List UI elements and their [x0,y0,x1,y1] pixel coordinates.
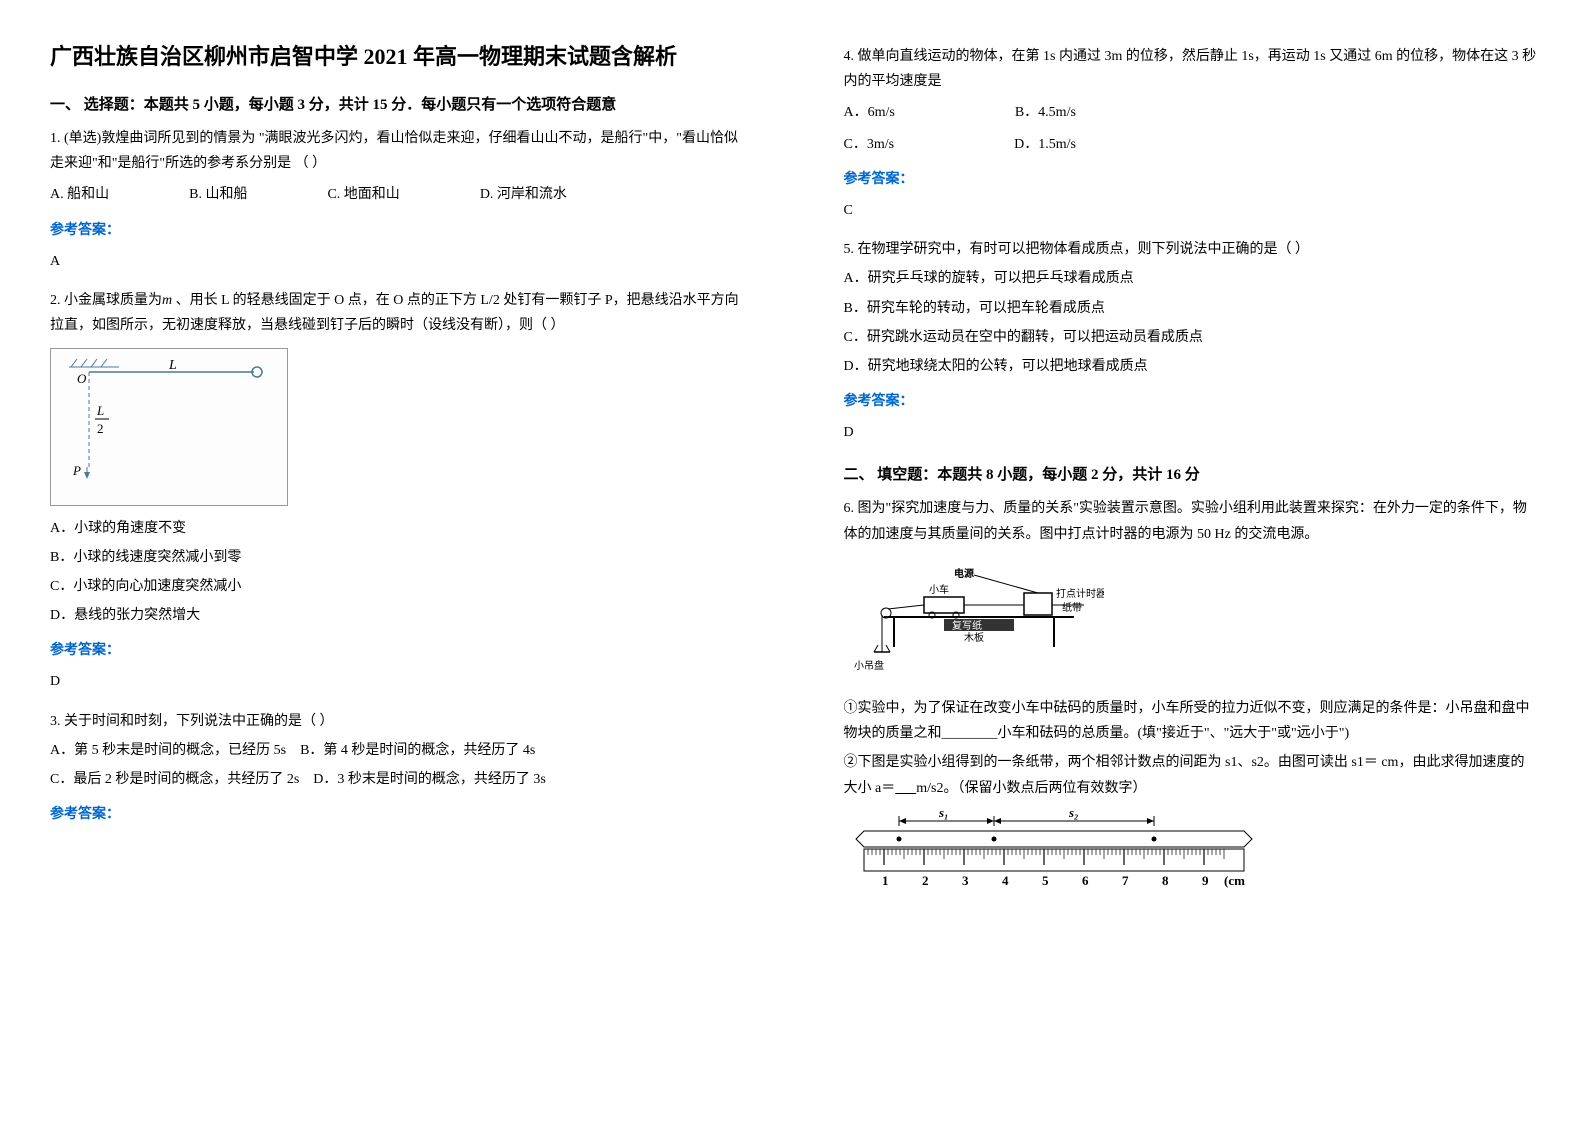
q3-optB: B．第 4 秒是时间的概念，共经历了 4s [300,743,535,758]
right-column: 4. 做单向直线运动的物体，在第 1s 内通过 3m 的位移，然后静止 1s，再… [794,0,1587,1122]
question-6: 6. 图为"探究加速度与力、质量的关系"实验装置示意图。实验小组利用此装置来探究… [844,496,1538,898]
q4-optD: D．1.5m/s [1014,132,1076,157]
svg-text:纸带: 纸带 [1062,601,1082,614]
q2-stem: 2. 小金属球质量为m 、用长 L 的轻悬线固定于 O 点，在 O 点的正下方 … [50,288,744,338]
q2-figure-box: O L L 2 P [50,348,288,505]
q2-figure: O L L 2 P [50,348,744,505]
svg-text:2: 2 [922,873,929,888]
q1-options: A. 船和山 B. 山和船 C. 地面和山 D. 河岸和流水 [50,182,744,207]
question-1: 1. (单选)敦煌曲词所见到的情景为 "满眼波光多闪灼，看山恰似走来迎，仔细看山… [50,126,744,274]
q2-answer-label: 参考答案： [50,638,744,663]
section2-heading: 二、 填空题：本题共 8 小题，每小题 2 分，共计 16 分 [844,463,1538,484]
svg-text:9: 9 [1202,873,1209,888]
q5-answer-label: 参考答案： [844,389,1538,414]
svg-text:1: 1 [882,873,889,888]
q3-stem: 3. 关于时间和时刻，下列说法中正确的是（ ） [50,709,744,734]
q3-answer-label: 参考答案： [50,802,744,827]
svg-text:复写纸: 复写纸 [952,619,982,632]
q1-optA: A. 船和山 [50,182,109,207]
q5-optC: C．研究跳水运动员在空中的翻转，可以把运动员看成质点 [844,325,1538,350]
svg-text:电源: 电源 [954,567,974,580]
svg-text:6: 6 [1082,873,1089,888]
q2-O-label: O [77,371,87,386]
left-column: 广西壮族自治区柳州市启智中学 2021 年高一物理期末试题含解析 一、 选择题：… [0,0,794,1122]
svg-text:小吊盘: 小吊盘 [854,659,884,672]
q4-optC: C．3m/s [844,132,895,157]
svg-text:(cm: (cm [1224,873,1245,888]
q1-answer-label: 参考答案： [50,218,744,243]
q4-answer: C [844,198,1538,223]
q5-optD: D．研究地球绕太阳的公转，可以把地球看成质点 [844,354,1538,379]
question-3: 3. 关于时间和时刻，下列说法中正确的是（ ） A．第 5 秒末是时间的概念，已… [50,709,744,828]
q1-optD: D. 河岸和流水 [480,182,567,207]
q2-answer: D [50,669,744,694]
q6-apparatus-svg: 复写纸 木板 小车 电源 打点计时器 纸带 [844,557,1104,677]
section1-heading: 一、 选择题：本题共 5 小题，每小题 3 分，共计 15 分．每小题只有一个选… [50,93,744,114]
q4-options-row1: A．6m/s B．4.5m/s [844,100,1538,125]
q4-optB: B．4.5m/s [1015,100,1076,125]
q2-P-label: P [72,463,81,478]
q5-optB: B．研究车轮的转动，可以把车轮看成质点 [844,296,1538,321]
svg-text:L: L [96,403,104,418]
question-5: 5. 在物理学研究中，有时可以把物体看成质点，则下列说法中正确的是（ ） A．研… [844,237,1538,445]
q3-optD: D．3 秒末是时间的概念，共经历了 3s [313,772,546,787]
q6-sub2: ②下图是实验小组得到的一条纸带，两个相邻计数点的间距为 s1、s2。由图可读出 … [844,750,1538,800]
q3-optA: A．第 5 秒末是时间的概念，已经历 5s [50,743,286,758]
q4-options-row2: C．3m/s D．1.5m/s [844,132,1538,157]
q2-optC: C．小球的向心加速度突然减小 [50,574,744,599]
q1-stem: 1. (单选)敦煌曲词所见到的情景为 "满眼波光多闪灼，看山恰似走来迎，仔细看山… [50,126,744,176]
svg-text:木板: 木板 [964,631,984,644]
svg-text:4: 4 [1002,873,1009,888]
q2-diagram-svg: O L L 2 P [59,357,279,487]
q6-stem: 6. 图为"探究加速度与力、质量的关系"实验装置示意图。实验小组利用此装置来探究… [844,496,1538,546]
svg-text:小车: 小车 [929,583,949,596]
svg-text:2: 2 [97,421,104,436]
q1-answer: A [50,249,744,274]
q2-optA: A．小球的角速度不变 [50,516,744,541]
q2-optB: B．小球的线速度突然减小到零 [50,545,744,570]
svg-text:打点计时器: 打点计时器 [1056,587,1104,600]
q4-answer-label: 参考答案： [844,167,1538,192]
q4-stem: 4. 做单向直线运动的物体，在第 1s 内通过 3m 的位移，然后静止 1s，再… [844,44,1538,94]
q2-L-label: L [168,358,177,373]
svg-text:8: 8 [1162,873,1169,888]
q5-stem: 5. 在物理学研究中，有时可以把物体看成质点，则下列说法中正确的是（ ） [844,237,1538,262]
q6-ruler-figure: s₁ s₂ 1 2 3 4 5 [844,809,1538,898]
q4-optA: A．6m/s [844,100,895,125]
q6-sub1: ①实验中，为了保证在改变小车中砝码的质量时，小车所受的拉力近似不变，则应满足的条… [844,696,1538,746]
question-2: 2. 小金属球质量为m 、用长 L 的轻悬线固定于 O 点，在 O 点的正下方 … [50,288,744,695]
q3-optC: C．最后 2 秒是时间的概念，共经历了 2s [50,772,299,787]
q5-optA: A．研究乒乓球的旋转，可以把乒乓球看成质点 [844,266,1538,291]
svg-text:s₂: s₂ [1068,809,1079,820]
question-4: 4. 做单向直线运动的物体，在第 1s 内通过 3m 的位移，然后静止 1s，再… [844,44,1538,223]
svg-text:s₁: s₁ [938,809,949,820]
q1-optB: B. 山和船 [189,182,247,207]
svg-text:3: 3 [962,873,969,888]
q6-apparatus-figure: 复写纸 木板 小车 电源 打点计时器 纸带 [844,557,1538,686]
svg-text:7: 7 [1122,873,1129,888]
q2-optD: D．悬线的张力突然增大 [50,603,744,628]
svg-text:5: 5 [1042,873,1049,888]
exam-title: 广西壮族自治区柳州市启智中学 2021 年高一物理期末试题含解析 [50,40,744,73]
q5-answer: D [844,420,1538,445]
q1-optC: C. 地面和山 [327,182,399,207]
q6-ruler-svg: s₁ s₂ 1 2 3 4 5 [844,809,1264,889]
